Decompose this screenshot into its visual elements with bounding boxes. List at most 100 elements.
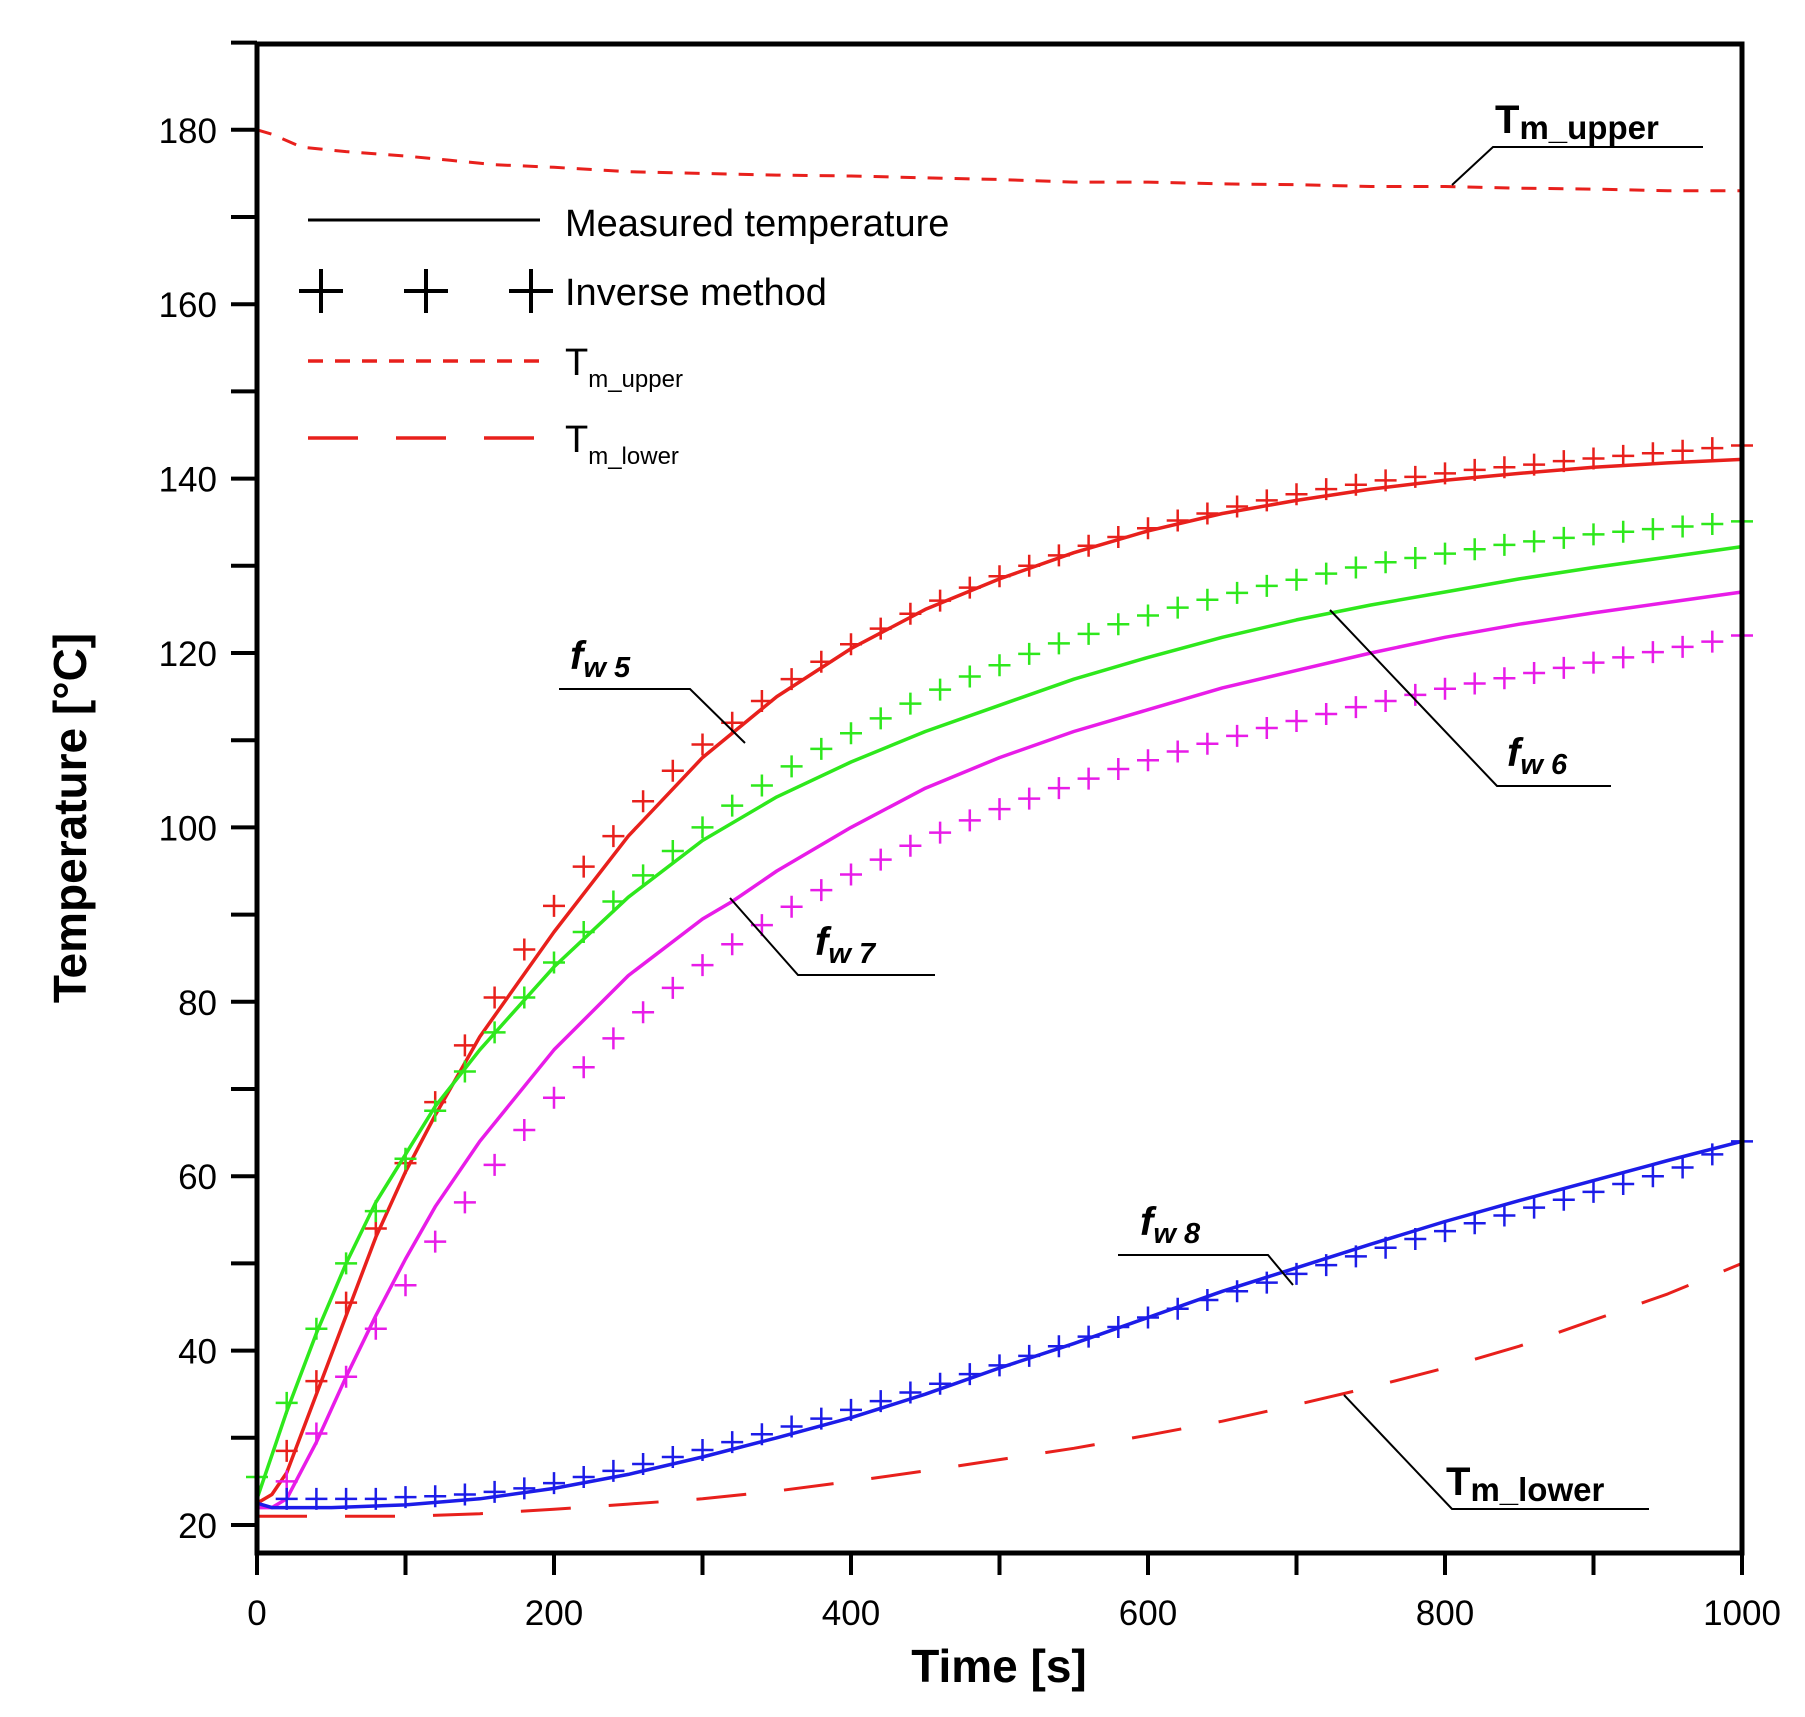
plot-frame xyxy=(254,41,1745,1556)
fw8_inverse-point xyxy=(1255,1271,1278,1294)
fw6_inverse-point xyxy=(543,951,565,974)
fw5_inverse-point xyxy=(1523,453,1546,476)
fw5_inverse-point xyxy=(1701,437,1724,460)
fw5_inverse-point xyxy=(958,576,981,599)
fw5_inverse-point xyxy=(1374,469,1397,492)
fw6_inverse-point xyxy=(1612,520,1635,543)
fw7_inverse-point xyxy=(958,809,981,832)
fw8_inverse-point xyxy=(1612,1173,1635,1196)
fw6_inverse-point xyxy=(869,707,892,730)
fw5_inverse-point xyxy=(513,938,536,961)
series-layer xyxy=(246,128,1753,1518)
fw6_inverse-point xyxy=(1196,588,1219,611)
x-tick-label: 200 xyxy=(525,1594,583,1633)
fw8_inverse-point xyxy=(1285,1262,1308,1285)
fw5_inverse-point xyxy=(1196,502,1219,525)
legend-measured-label: Measured temperature xyxy=(565,203,949,245)
fw8_inverse-point xyxy=(543,1472,565,1495)
fw5_inverse-point xyxy=(1463,458,1486,481)
legend: Measured temperature Inverse method Tm_u… xyxy=(299,203,949,470)
fw8_inverse-point xyxy=(1077,1325,1100,1348)
fw5_inverse-point xyxy=(543,894,565,917)
y-tick-label: 60 xyxy=(178,1158,217,1197)
legend-inverse-label: Inverse method xyxy=(565,272,827,314)
fw7_inverse-point xyxy=(632,1001,655,1024)
fw6_inverse-point xyxy=(1434,542,1456,565)
fw5_inverse-point xyxy=(1612,444,1635,467)
fw7_inverse-point xyxy=(869,848,892,871)
fw7_inverse-point xyxy=(364,1317,387,1340)
fw6_inverse-point xyxy=(929,678,952,701)
fw5_inverse-point xyxy=(988,565,1011,588)
fw8_measured-line xyxy=(256,1139,1743,1510)
fw5_inverse-point xyxy=(1434,462,1456,485)
ticks-layer: 20 40 60 80 100 120 140 160 180 0 200 400 600 800 1000 xyxy=(159,40,1781,1633)
fw6_inverse-point xyxy=(602,890,625,913)
fw8_inverse-point xyxy=(1047,1335,1070,1358)
fw8_inverse-point xyxy=(335,1487,358,1510)
fw5_inverse-point xyxy=(1315,478,1338,501)
fw6_inverse-point xyxy=(1582,523,1605,546)
fw7_inverse-point xyxy=(483,1153,506,1176)
fw5_inverse-point xyxy=(632,790,655,813)
fw6_inverse-point xyxy=(1285,568,1308,591)
fw6_inverse-point xyxy=(1344,556,1367,579)
fw8_inverse-point xyxy=(1315,1254,1338,1277)
fw5_inverse-point xyxy=(1166,509,1189,532)
fw6_inverse-point xyxy=(632,864,655,887)
fw8_inverse-point xyxy=(1671,1156,1694,1179)
fw5_inverse-point xyxy=(780,668,803,691)
fw6_inverse-point xyxy=(1404,546,1427,569)
fw5_inverse-point xyxy=(1226,495,1249,518)
fw6_inverse-point xyxy=(572,921,595,944)
fw8_inverse-point xyxy=(929,1372,952,1395)
y-axis-title: Temperature [°C] xyxy=(44,633,96,1003)
fw6_inverse-point xyxy=(810,737,833,760)
annotation-fw5: fw 5 xyxy=(570,634,631,684)
fw8_inverse-point xyxy=(424,1485,447,1508)
fw8_inverse-point xyxy=(1018,1344,1041,1367)
fw6_inverse-point xyxy=(453,1060,476,1083)
fw8_inverse-point xyxy=(869,1390,892,1413)
fw7_inverse-point xyxy=(305,1422,328,1445)
x-tick-label: 600 xyxy=(1119,1594,1177,1633)
fw6_inverse-point xyxy=(1047,632,1070,655)
fw8_inverse-point xyxy=(661,1445,684,1468)
fw8_inverse-point xyxy=(602,1459,625,1482)
fw5_inverse-point xyxy=(929,589,952,612)
y-tick-label: 180 xyxy=(159,112,217,151)
fw8_inverse-point xyxy=(513,1477,536,1500)
fw8_inverse-point xyxy=(691,1439,714,1462)
fw7_inverse-point xyxy=(1285,710,1308,733)
fw6_inverse-point xyxy=(780,755,803,778)
annotation-fw8-leader xyxy=(1118,1254,1294,1286)
fw5_inverse-point xyxy=(335,1291,358,1314)
fw8_inverse-point xyxy=(305,1487,328,1510)
x-tick-label: 800 xyxy=(1416,1594,1474,1633)
fw5_inverse-point xyxy=(899,602,922,625)
fw7_inverse-point xyxy=(1166,740,1189,763)
fw5_inverse-point xyxy=(1077,534,1100,557)
fw7_inverse-point xyxy=(840,863,862,886)
fw7_inverse-point xyxy=(661,976,684,999)
fw6_inverse-point xyxy=(958,665,981,688)
fw7_inverse-point xyxy=(543,1086,565,1109)
fw5_inverse-point xyxy=(275,1439,298,1462)
fw7_inverse-point xyxy=(1137,749,1159,772)
fw5_inverse-point xyxy=(1641,442,1664,465)
y-tick-label: 160 xyxy=(159,286,217,325)
fw6_inverse-point xyxy=(483,1021,506,1044)
annotation-fw6: fw 6 xyxy=(1507,731,1568,781)
fw7_inverse-markers xyxy=(275,624,1753,1493)
fw7_inverse-point xyxy=(1255,716,1278,739)
fw6_inverse-point xyxy=(899,692,922,715)
fw8_inverse-markers xyxy=(275,1130,1753,1510)
fw8_inverse-point xyxy=(1434,1220,1456,1243)
fw5_inverse-point xyxy=(840,633,862,656)
fw8_inverse-point xyxy=(1196,1289,1219,1312)
fw7_inverse-point xyxy=(602,1027,625,1050)
fw8_inverse-point xyxy=(958,1363,981,1386)
annotation-fw6-leader xyxy=(1329,609,1611,787)
fw7_inverse-point xyxy=(513,1118,536,1141)
fw5_inverse-point xyxy=(1582,447,1605,470)
